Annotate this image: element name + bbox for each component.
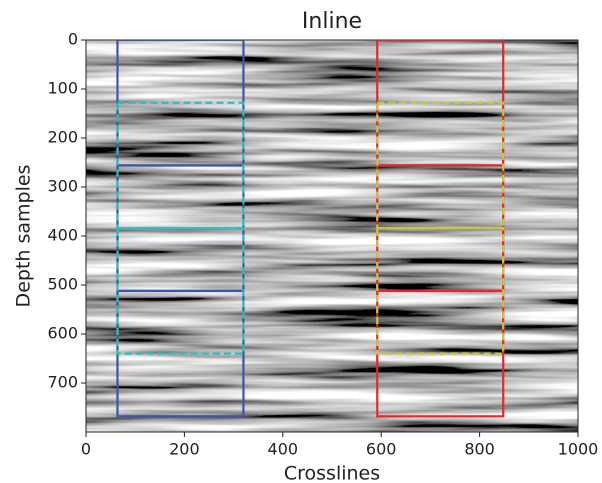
y-tick-label: 500 <box>47 275 78 294</box>
y-tick-label: 100 <box>47 79 78 98</box>
y-tick-label: 400 <box>47 226 78 245</box>
seismic-image <box>86 40 578 432</box>
x-tick-label: 600 <box>366 440 397 459</box>
x-axis-label: Crosslines <box>284 463 380 483</box>
region-box <box>376 101 505 230</box>
y-tick-label: 0 <box>68 30 78 49</box>
y-axis-label: Depth samples <box>13 165 35 308</box>
region-box <box>116 101 245 230</box>
x-tick-label: 0 <box>81 440 91 459</box>
x-tick-label: 1000 <box>558 440 599 459</box>
y-tick-label: 300 <box>47 177 78 196</box>
region-box <box>376 227 505 355</box>
x-tick-label: 800 <box>464 440 495 459</box>
y-tick-label: 600 <box>47 324 78 343</box>
region-box <box>116 227 245 355</box>
x-tick-label: 200 <box>169 440 200 459</box>
x-tick-label: 400 <box>268 440 299 459</box>
chart-title: Inline <box>302 9 362 34</box>
y-tick-label: 200 <box>47 128 78 147</box>
y-tick-label: 700 <box>47 373 78 392</box>
